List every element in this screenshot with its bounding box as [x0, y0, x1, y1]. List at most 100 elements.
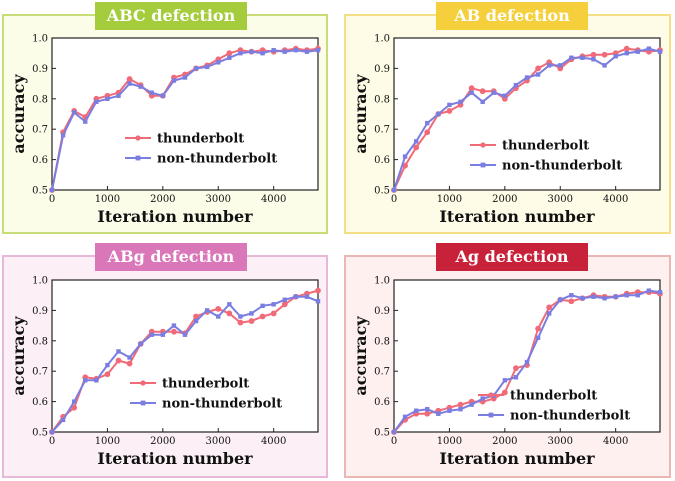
legend-marker — [135, 135, 141, 141]
legend-label: non-thunderbolt — [157, 152, 277, 167]
x-tick-label: 2000 — [492, 194, 517, 205]
y-tick-label: 0.7 — [32, 367, 48, 378]
legend-label: thunderbolt — [510, 389, 597, 404]
data-point — [469, 402, 474, 407]
x-tick-label: 0 — [391, 436, 397, 447]
data-point — [436, 411, 441, 416]
data-point — [402, 414, 408, 419]
y-tick-label: 0.6 — [374, 155, 390, 166]
legend-marker — [488, 412, 494, 418]
data-point — [513, 82, 519, 88]
data-point — [624, 51, 629, 56]
data-point — [71, 404, 78, 411]
y-tick-label: 1.0 — [32, 34, 48, 45]
x-tick-label: 2000 — [150, 194, 175, 205]
data-point — [580, 296, 585, 301]
legend-label: thunderbolt — [502, 139, 589, 154]
data-point — [238, 51, 243, 56]
y-axis-label: accuracy — [351, 74, 370, 154]
data-point — [204, 64, 210, 70]
data-point — [569, 55, 574, 60]
data-point — [535, 325, 541, 332]
data-point — [182, 332, 188, 337]
data-point — [502, 378, 508, 383]
legend-marker — [135, 155, 141, 161]
x-tick-label: 2000 — [150, 436, 175, 447]
data-point — [94, 378, 99, 383]
y-tick-label: 0.8 — [32, 336, 48, 347]
chart-3: 0.5 0.6 0.7 0.8 0.9 1.0 0 1000 2000 3000 4000 Itera… — [351, 276, 663, 468]
data-point — [624, 293, 629, 298]
data-point — [249, 311, 254, 316]
data-point — [546, 63, 552, 68]
y-tick-label: 0.8 — [374, 336, 390, 347]
data-point — [635, 293, 641, 298]
data-point — [281, 301, 288, 308]
x-tick-label: 3000 — [206, 436, 231, 447]
data-point — [469, 90, 474, 95]
legend-label: thunderbolt — [162, 377, 249, 392]
data-point — [546, 304, 553, 311]
data-point — [237, 319, 244, 326]
data-point — [569, 293, 574, 298]
data-point — [227, 55, 232, 60]
data-point — [60, 417, 66, 423]
x-tick-label: 0 — [391, 194, 397, 205]
data-point — [282, 49, 287, 54]
data-point — [160, 93, 166, 98]
data-point — [127, 355, 132, 360]
legend-label: non-thunderbolt — [162, 397, 282, 412]
y-tick-label: 0.5 — [374, 428, 390, 439]
x-tick-label: 4000 — [603, 194, 628, 205]
data-point — [126, 76, 133, 82]
y-tick-label: 0.9 — [374, 64, 390, 75]
chart-title: AB defection — [436, 2, 588, 30]
data-point — [491, 90, 496, 95]
data-point — [315, 299, 321, 304]
data-point — [424, 129, 431, 136]
data-point — [558, 63, 563, 68]
data-point — [558, 297, 563, 302]
data-point — [171, 328, 177, 335]
data-point — [501, 389, 508, 396]
data-point — [447, 102, 452, 108]
data-point — [271, 302, 276, 307]
y-tick-label: 0.7 — [32, 125, 48, 136]
data-point — [601, 51, 608, 58]
y-tick-label: 0.9 — [32, 64, 48, 75]
data-point — [216, 314, 221, 319]
data-point — [116, 349, 121, 354]
legend-marker — [488, 392, 494, 398]
x-tick-label: 1000 — [437, 436, 462, 447]
data-point — [94, 99, 99, 105]
chart-2: 0.5 0.6 0.7 0.8 0.9 1.0 0 1000 2000 3000 4000 Itera… — [9, 276, 321, 468]
data-point — [259, 313, 266, 320]
data-point — [71, 110, 77, 115]
data-point — [83, 119, 88, 124]
y-tick-label: 0.9 — [374, 306, 390, 317]
data-point — [513, 365, 519, 372]
y-tick-label: 0.9 — [32, 306, 48, 317]
data-point — [425, 407, 430, 412]
data-point — [391, 429, 397, 435]
data-point — [591, 294, 596, 299]
data-point — [138, 341, 143, 347]
data-point — [580, 55, 585, 60]
data-point — [447, 408, 452, 413]
x-tick-label: 1000 — [95, 436, 120, 447]
data-point — [193, 66, 199, 71]
data-point — [49, 187, 55, 193]
data-point — [635, 49, 641, 54]
legend-marker — [140, 400, 146, 406]
chart-title: ABC defection — [95, 2, 247, 30]
data-point — [105, 362, 110, 368]
data-point — [446, 108, 453, 114]
chart-title: Ag defection — [436, 243, 588, 271]
x-tick-label: 4000 — [261, 436, 286, 447]
data-point — [468, 85, 475, 92]
y-tick-label: 0.5 — [32, 186, 48, 197]
data-point — [657, 49, 663, 54]
data-point — [116, 93, 121, 98]
data-point — [590, 51, 597, 58]
